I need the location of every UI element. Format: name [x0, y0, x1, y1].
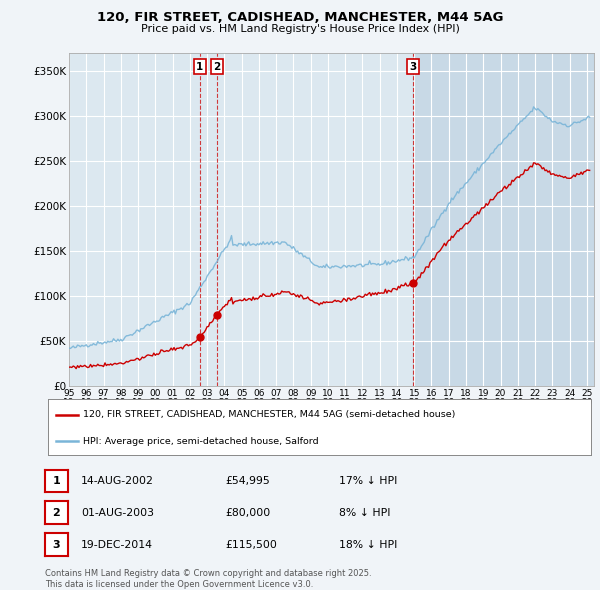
- Text: 1: 1: [196, 61, 203, 71]
- Text: 18% ↓ HPI: 18% ↓ HPI: [339, 540, 397, 549]
- Text: 120, FIR STREET, CADISHEAD, MANCHESTER, M44 5AG (semi-detached house): 120, FIR STREET, CADISHEAD, MANCHESTER, …: [83, 410, 455, 419]
- Text: 01-AUG-2003: 01-AUG-2003: [81, 508, 154, 517]
- Text: £115,500: £115,500: [225, 540, 277, 549]
- Text: 2: 2: [214, 61, 221, 71]
- Text: 1: 1: [53, 476, 60, 486]
- Text: Price paid vs. HM Land Registry's House Price Index (HPI): Price paid vs. HM Land Registry's House …: [140, 24, 460, 34]
- Text: £54,995: £54,995: [225, 476, 270, 486]
- Text: 17% ↓ HPI: 17% ↓ HPI: [339, 476, 397, 486]
- Text: 3: 3: [53, 540, 60, 549]
- Text: 120, FIR STREET, CADISHEAD, MANCHESTER, M44 5AG: 120, FIR STREET, CADISHEAD, MANCHESTER, …: [97, 11, 503, 24]
- Text: 2: 2: [53, 508, 60, 517]
- Text: 8% ↓ HPI: 8% ↓ HPI: [339, 508, 391, 517]
- Text: Contains HM Land Registry data © Crown copyright and database right 2025.
This d: Contains HM Land Registry data © Crown c…: [45, 569, 371, 589]
- Text: HPI: Average price, semi-detached house, Salford: HPI: Average price, semi-detached house,…: [83, 437, 319, 446]
- Text: 14-AUG-2002: 14-AUG-2002: [81, 476, 154, 486]
- Text: 3: 3: [409, 61, 416, 71]
- Text: 19-DEC-2014: 19-DEC-2014: [81, 540, 153, 549]
- Bar: [413, 53, 594, 386]
- Text: £80,000: £80,000: [225, 508, 270, 517]
